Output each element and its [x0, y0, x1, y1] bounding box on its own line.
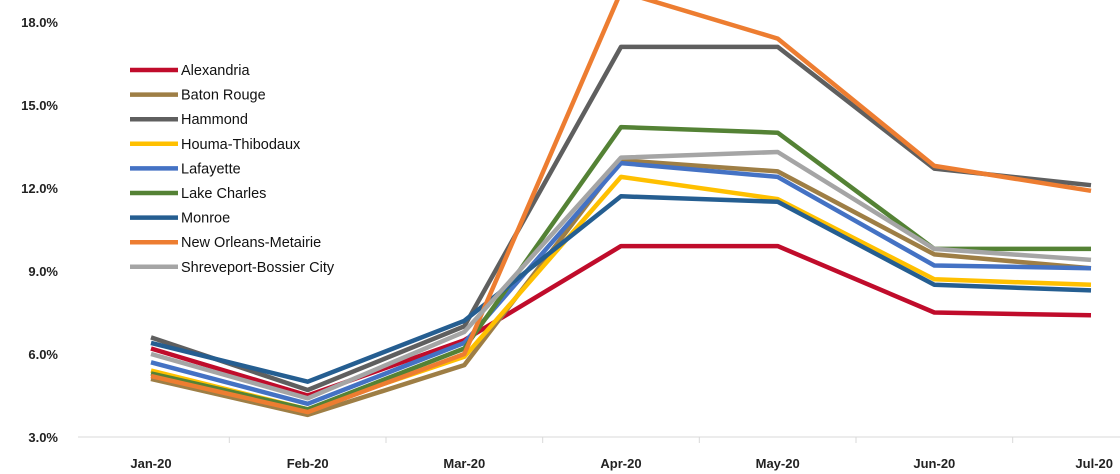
series-layer [150, 0, 1092, 418]
legend-label: Lafayette [181, 161, 241, 177]
axes: 3.0% 6.0% 9.0% 12.0% 15.0% 18.0% Jan-20 Feb-20 M… [21, 15, 1120, 471]
legend: Alexandria Baton Rouge Hammond Houma-Thibod… [130, 63, 335, 276]
legend-label: Shreveport-Bossier City [181, 260, 335, 276]
series-line [150, 160, 1092, 407]
y-tick-label: 6.0% [28, 347, 58, 362]
legend-label: Lake Charles [181, 186, 266, 202]
legend-label: New Orleans-Metairie [181, 235, 321, 251]
x-tick-label: Jul-20 [1075, 456, 1113, 471]
y-tick-label: 9.0% [28, 264, 58, 279]
x-tick-label: Mar-20 [443, 456, 485, 471]
legend-label: Baton Rouge [181, 88, 266, 104]
y-tick-label: 3.0% [28, 430, 58, 445]
series-line [150, 44, 1092, 393]
legend-label: Monroe [181, 211, 230, 227]
series-line [150, 174, 1092, 412]
x-tick-label: Jan-20 [130, 456, 171, 471]
series-line [150, 243, 1092, 398]
legend-label: Alexandria [181, 63, 250, 79]
series-line [150, 0, 1092, 415]
x-tick-label: May-20 [756, 456, 800, 471]
x-tick-label: Jun-20 [913, 456, 955, 471]
y-tick-label: 12.0% [21, 181, 58, 196]
y-tick-label: 15.0% [21, 98, 58, 113]
y-tick-label: 18.0% [21, 15, 58, 30]
legend-label: Hammond [181, 112, 248, 128]
x-tick-label: Apr-20 [600, 456, 641, 471]
series-line [150, 194, 1092, 384]
x-tick-label: Feb-20 [287, 456, 329, 471]
series-line [150, 149, 1092, 401]
legend-label: Houma-Thibodaux [181, 137, 301, 153]
